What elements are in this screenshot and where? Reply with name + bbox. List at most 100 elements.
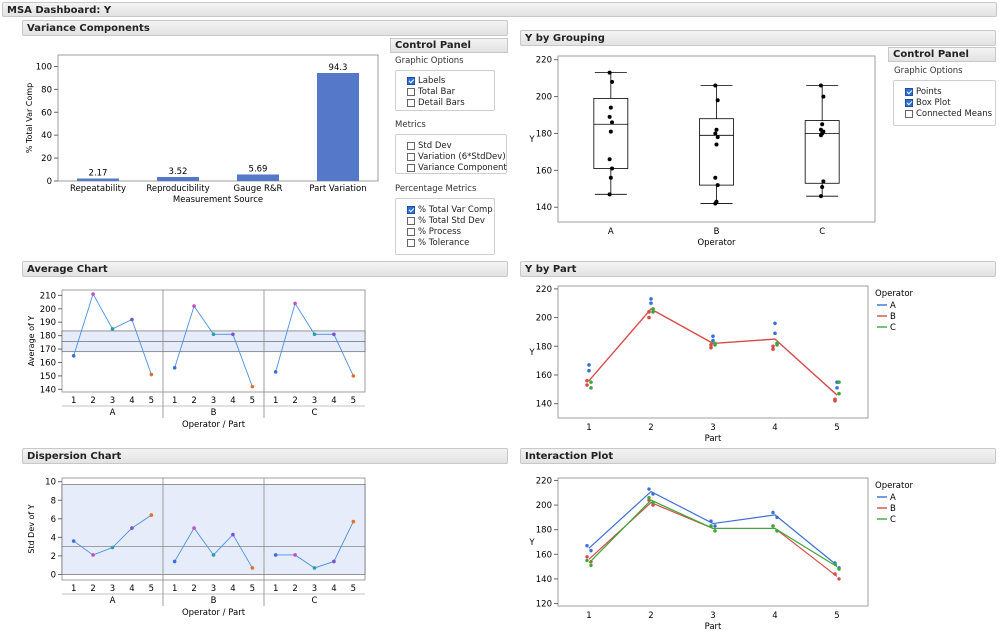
part-tick-label: 2 xyxy=(90,584,95,594)
x-tick-label: 1 xyxy=(586,611,591,621)
metric-option[interactable]: Variance Component xyxy=(407,162,507,173)
data-point xyxy=(713,131,718,136)
dashboard-title[interactable]: MSA Dashboard: Y xyxy=(2,2,997,17)
data-point xyxy=(351,374,356,378)
data-point xyxy=(587,363,591,367)
data-point xyxy=(608,105,613,110)
graphic-right-checkbox[interactable] xyxy=(905,109,913,118)
section-y-by-grouping[interactable]: Y by Grouping xyxy=(520,30,996,46)
y-axis-label: Y xyxy=(528,135,535,145)
data-point xyxy=(715,135,720,140)
data-point xyxy=(71,539,76,543)
data-point xyxy=(192,304,196,308)
percentage-checkbox[interactable] xyxy=(407,238,415,247)
control-limit-band xyxy=(61,484,366,575)
section-y-by-part[interactable]: Y by Part xyxy=(520,261,996,277)
graphic-right-option[interactable]: Box Plot xyxy=(905,97,995,108)
operator-tick-label: A xyxy=(110,408,116,418)
control-panel-title[interactable]: Control Panel xyxy=(390,38,508,53)
graphic-right-option[interactable]: Connected Means xyxy=(905,108,995,119)
percentage-checkbox[interactable] xyxy=(407,216,415,225)
percentage-checkbox[interactable] xyxy=(407,205,415,214)
part-tick-label: 5 xyxy=(250,584,255,594)
y-tick-label: 100 xyxy=(36,62,52,72)
metric-option-label: Variance Component xyxy=(418,162,507,173)
graphic-right-option-label: Box Plot xyxy=(916,97,951,108)
data-point xyxy=(775,341,779,346)
percentage-checkbox[interactable] xyxy=(407,227,415,236)
percentage-metrics-group: % Total Var Comp% Total Std Dev% Process… xyxy=(395,198,495,255)
graphic-option[interactable]: Labels xyxy=(407,75,494,86)
data-point xyxy=(647,315,651,320)
part-tick-label: 4 xyxy=(129,396,134,406)
metric-checkbox[interactable] xyxy=(407,141,415,150)
part-tick-label: 1 xyxy=(273,396,278,406)
graphic-checkbox[interactable] xyxy=(407,76,415,85)
data-point xyxy=(713,529,717,533)
data-point xyxy=(110,545,115,550)
y-tick-label: 150 xyxy=(40,372,56,382)
percentage-option-label: % Total Std Dev xyxy=(418,215,485,226)
y-tick-label: 6 xyxy=(51,515,56,525)
metric-option[interactable]: Variation (6*StdDev) xyxy=(407,151,506,162)
graphic-checkbox[interactable] xyxy=(407,87,415,96)
data-point xyxy=(149,513,154,517)
data-point xyxy=(709,343,713,347)
graphic-right-checkbox[interactable] xyxy=(905,87,913,96)
data-point xyxy=(231,332,235,337)
data-point xyxy=(833,397,837,402)
data-point xyxy=(312,332,317,337)
data-point xyxy=(651,503,655,507)
data-point xyxy=(585,378,589,383)
control-panel-right-title[interactable]: Control Panel xyxy=(888,47,996,62)
data-point xyxy=(837,391,841,396)
plot-frame xyxy=(557,477,869,607)
y-tick-label: 10 xyxy=(45,478,56,488)
x-tick-label: 5 xyxy=(834,423,839,433)
data-point xyxy=(714,199,719,204)
box xyxy=(804,120,840,184)
part-tick-label: 1 xyxy=(71,584,76,594)
graphic-right-checkbox[interactable] xyxy=(905,98,913,107)
part-tick-label: 5 xyxy=(250,396,255,406)
graphic-option[interactable]: Detail Bars xyxy=(407,97,494,108)
data-point xyxy=(713,341,717,346)
data-point xyxy=(351,519,356,524)
metric-checkbox[interactable] xyxy=(407,152,415,161)
variance-components-chart: 0 20 40 60 80 100 2.17 Repeatability 3.52 Reprodu… xyxy=(25,54,379,205)
percentage-option[interactable]: % Tolerance xyxy=(407,237,494,248)
data-point xyxy=(589,380,593,384)
x-tick-label: 5 xyxy=(834,611,839,621)
section-interaction-plot[interactable]: Interaction Plot xyxy=(520,448,996,464)
metric-option[interactable]: Std Dev xyxy=(407,140,506,151)
x-tick-label: 3 xyxy=(710,611,715,621)
data-point xyxy=(837,567,841,571)
percentage-option[interactable]: % Process xyxy=(407,226,494,237)
section-dispersion-chart[interactable]: Dispersion Chart xyxy=(22,448,508,464)
data-point xyxy=(610,120,615,125)
y-axis-label: Y xyxy=(528,348,535,358)
graphic-option[interactable]: Total Bar xyxy=(407,86,494,97)
metric-checkbox[interactable] xyxy=(407,163,415,172)
data-point xyxy=(91,292,95,296)
percentage-option[interactable]: % Total Var Comp xyxy=(407,204,494,215)
data-point xyxy=(711,334,715,339)
part-tick-label: 3 xyxy=(110,584,115,594)
graphic-checkbox[interactable] xyxy=(407,98,415,107)
x-tick-label: Part Variation xyxy=(309,184,366,194)
y-tick-label: 140 xyxy=(536,203,552,213)
section-average-chart[interactable]: Average Chart xyxy=(22,261,508,277)
data-point xyxy=(172,366,177,370)
legend-label: B xyxy=(890,504,896,514)
graphic-right-option[interactable]: Points xyxy=(905,86,995,97)
part-tick-label: 1 xyxy=(71,396,76,406)
graphic-options-label: Graphic Options xyxy=(395,56,464,66)
data-point xyxy=(818,127,823,132)
x-axis-label: Operator / Part xyxy=(182,608,246,618)
part-tick-label: 5 xyxy=(149,584,154,594)
percentage-option[interactable]: % Total Std Dev xyxy=(407,215,494,226)
data-point xyxy=(715,98,720,103)
operator-tick-label: C xyxy=(312,596,318,606)
y-tick-label: 160 xyxy=(536,550,552,560)
section-variance-components[interactable]: Variance Components xyxy=(22,20,508,36)
